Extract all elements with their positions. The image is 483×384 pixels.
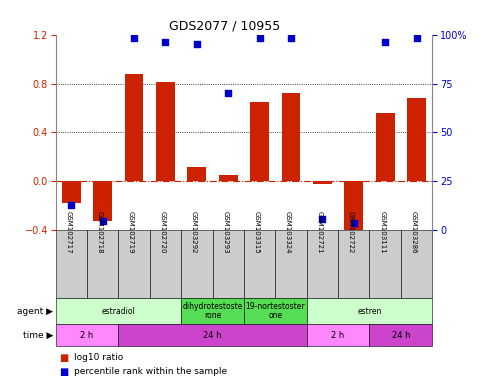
Bar — [250, 102, 269, 182]
Point — [161, 39, 170, 45]
Text: GDS2077 / 10955: GDS2077 / 10955 — [169, 20, 280, 33]
Bar — [56, 230, 87, 298]
Bar — [307, 298, 432, 324]
Point — [130, 35, 138, 41]
Point — [224, 90, 232, 96]
Text: GSM102717: GSM102717 — [65, 211, 71, 254]
Text: GSM102721: GSM102721 — [316, 211, 323, 254]
Bar — [181, 230, 213, 298]
Text: GSM102718: GSM102718 — [97, 211, 103, 254]
Text: estradiol: estradiol — [101, 306, 135, 316]
Text: 19-nortestoster
one: 19-nortestoster one — [245, 302, 305, 320]
Point — [319, 215, 327, 222]
Bar — [150, 230, 181, 298]
Text: GSM103292: GSM103292 — [191, 211, 197, 254]
Bar — [62, 182, 81, 204]
Bar — [87, 230, 118, 298]
Point — [99, 217, 107, 223]
Bar — [187, 167, 206, 182]
Text: GSM103315: GSM103315 — [254, 211, 260, 254]
Point — [68, 202, 75, 208]
Bar — [338, 230, 369, 298]
Text: 2 h: 2 h — [331, 331, 345, 339]
Bar — [118, 324, 307, 346]
Text: GSM102722: GSM102722 — [348, 211, 354, 253]
Bar — [118, 230, 150, 298]
Bar — [181, 298, 244, 324]
Bar — [401, 230, 432, 298]
Bar — [307, 324, 369, 346]
Text: GSM103286: GSM103286 — [411, 211, 416, 254]
Text: GSM102719: GSM102719 — [128, 211, 134, 254]
Text: percentile rank within the sample: percentile rank within the sample — [74, 367, 227, 376]
Text: agent ▶: agent ▶ — [17, 306, 53, 316]
Bar — [56, 298, 181, 324]
Text: time ▶: time ▶ — [23, 331, 53, 339]
Text: ■: ■ — [60, 366, 73, 377]
Bar — [156, 82, 175, 182]
Bar — [244, 230, 275, 298]
Bar — [275, 230, 307, 298]
Text: estren: estren — [357, 306, 382, 316]
Bar — [93, 182, 112, 220]
Text: GSM103111: GSM103111 — [379, 211, 385, 254]
Point — [412, 35, 420, 41]
Text: 2 h: 2 h — [80, 331, 94, 339]
Text: GSM103293: GSM103293 — [222, 211, 228, 254]
Bar — [56, 324, 118, 346]
Text: GSM103324: GSM103324 — [285, 211, 291, 254]
Bar — [125, 74, 143, 182]
Bar — [376, 113, 395, 182]
Bar — [344, 182, 363, 233]
Bar — [369, 230, 401, 298]
Bar — [219, 175, 238, 182]
Point — [382, 39, 389, 45]
Text: dihydrotestoste
rone: dihydrotestoste rone — [183, 302, 243, 320]
Text: 24 h: 24 h — [203, 331, 222, 339]
Bar — [244, 298, 307, 324]
Point — [287, 35, 295, 41]
Text: ■: ■ — [60, 353, 73, 363]
Bar — [213, 230, 244, 298]
Bar — [307, 230, 338, 298]
Bar — [369, 324, 432, 346]
Bar — [313, 182, 332, 184]
Text: GSM102720: GSM102720 — [159, 211, 165, 254]
Bar — [407, 98, 426, 182]
Point — [193, 41, 201, 48]
Point — [350, 220, 357, 226]
Point — [256, 35, 264, 41]
Text: log10 ratio: log10 ratio — [74, 353, 123, 362]
Bar — [282, 93, 300, 182]
Text: 24 h: 24 h — [392, 331, 410, 339]
